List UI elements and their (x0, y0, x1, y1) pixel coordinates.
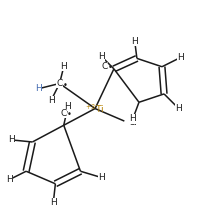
Text: $^{+3}$Ti: $^{+3}$Ti (85, 102, 105, 115)
Text: •: • (108, 63, 113, 72)
Text: H: H (50, 198, 57, 207)
Text: H: H (60, 62, 67, 71)
Text: •: • (63, 81, 68, 90)
Text: H: H (48, 96, 55, 105)
Text: C: C (56, 79, 63, 88)
Text: H: H (98, 52, 105, 61)
Text: H: H (8, 135, 15, 144)
Text: H: H (175, 104, 182, 113)
Text: C: C (61, 109, 67, 118)
Text: H: H (129, 115, 136, 123)
Text: H: H (177, 53, 184, 62)
Text: •: • (66, 110, 71, 119)
Text: H: H (35, 84, 42, 93)
Text: C: C (101, 62, 108, 71)
Text: H: H (98, 173, 105, 182)
Text: H: H (65, 102, 71, 111)
Text: Cl: Cl (128, 118, 137, 127)
Text: H: H (6, 175, 13, 184)
Text: H: H (131, 37, 138, 46)
